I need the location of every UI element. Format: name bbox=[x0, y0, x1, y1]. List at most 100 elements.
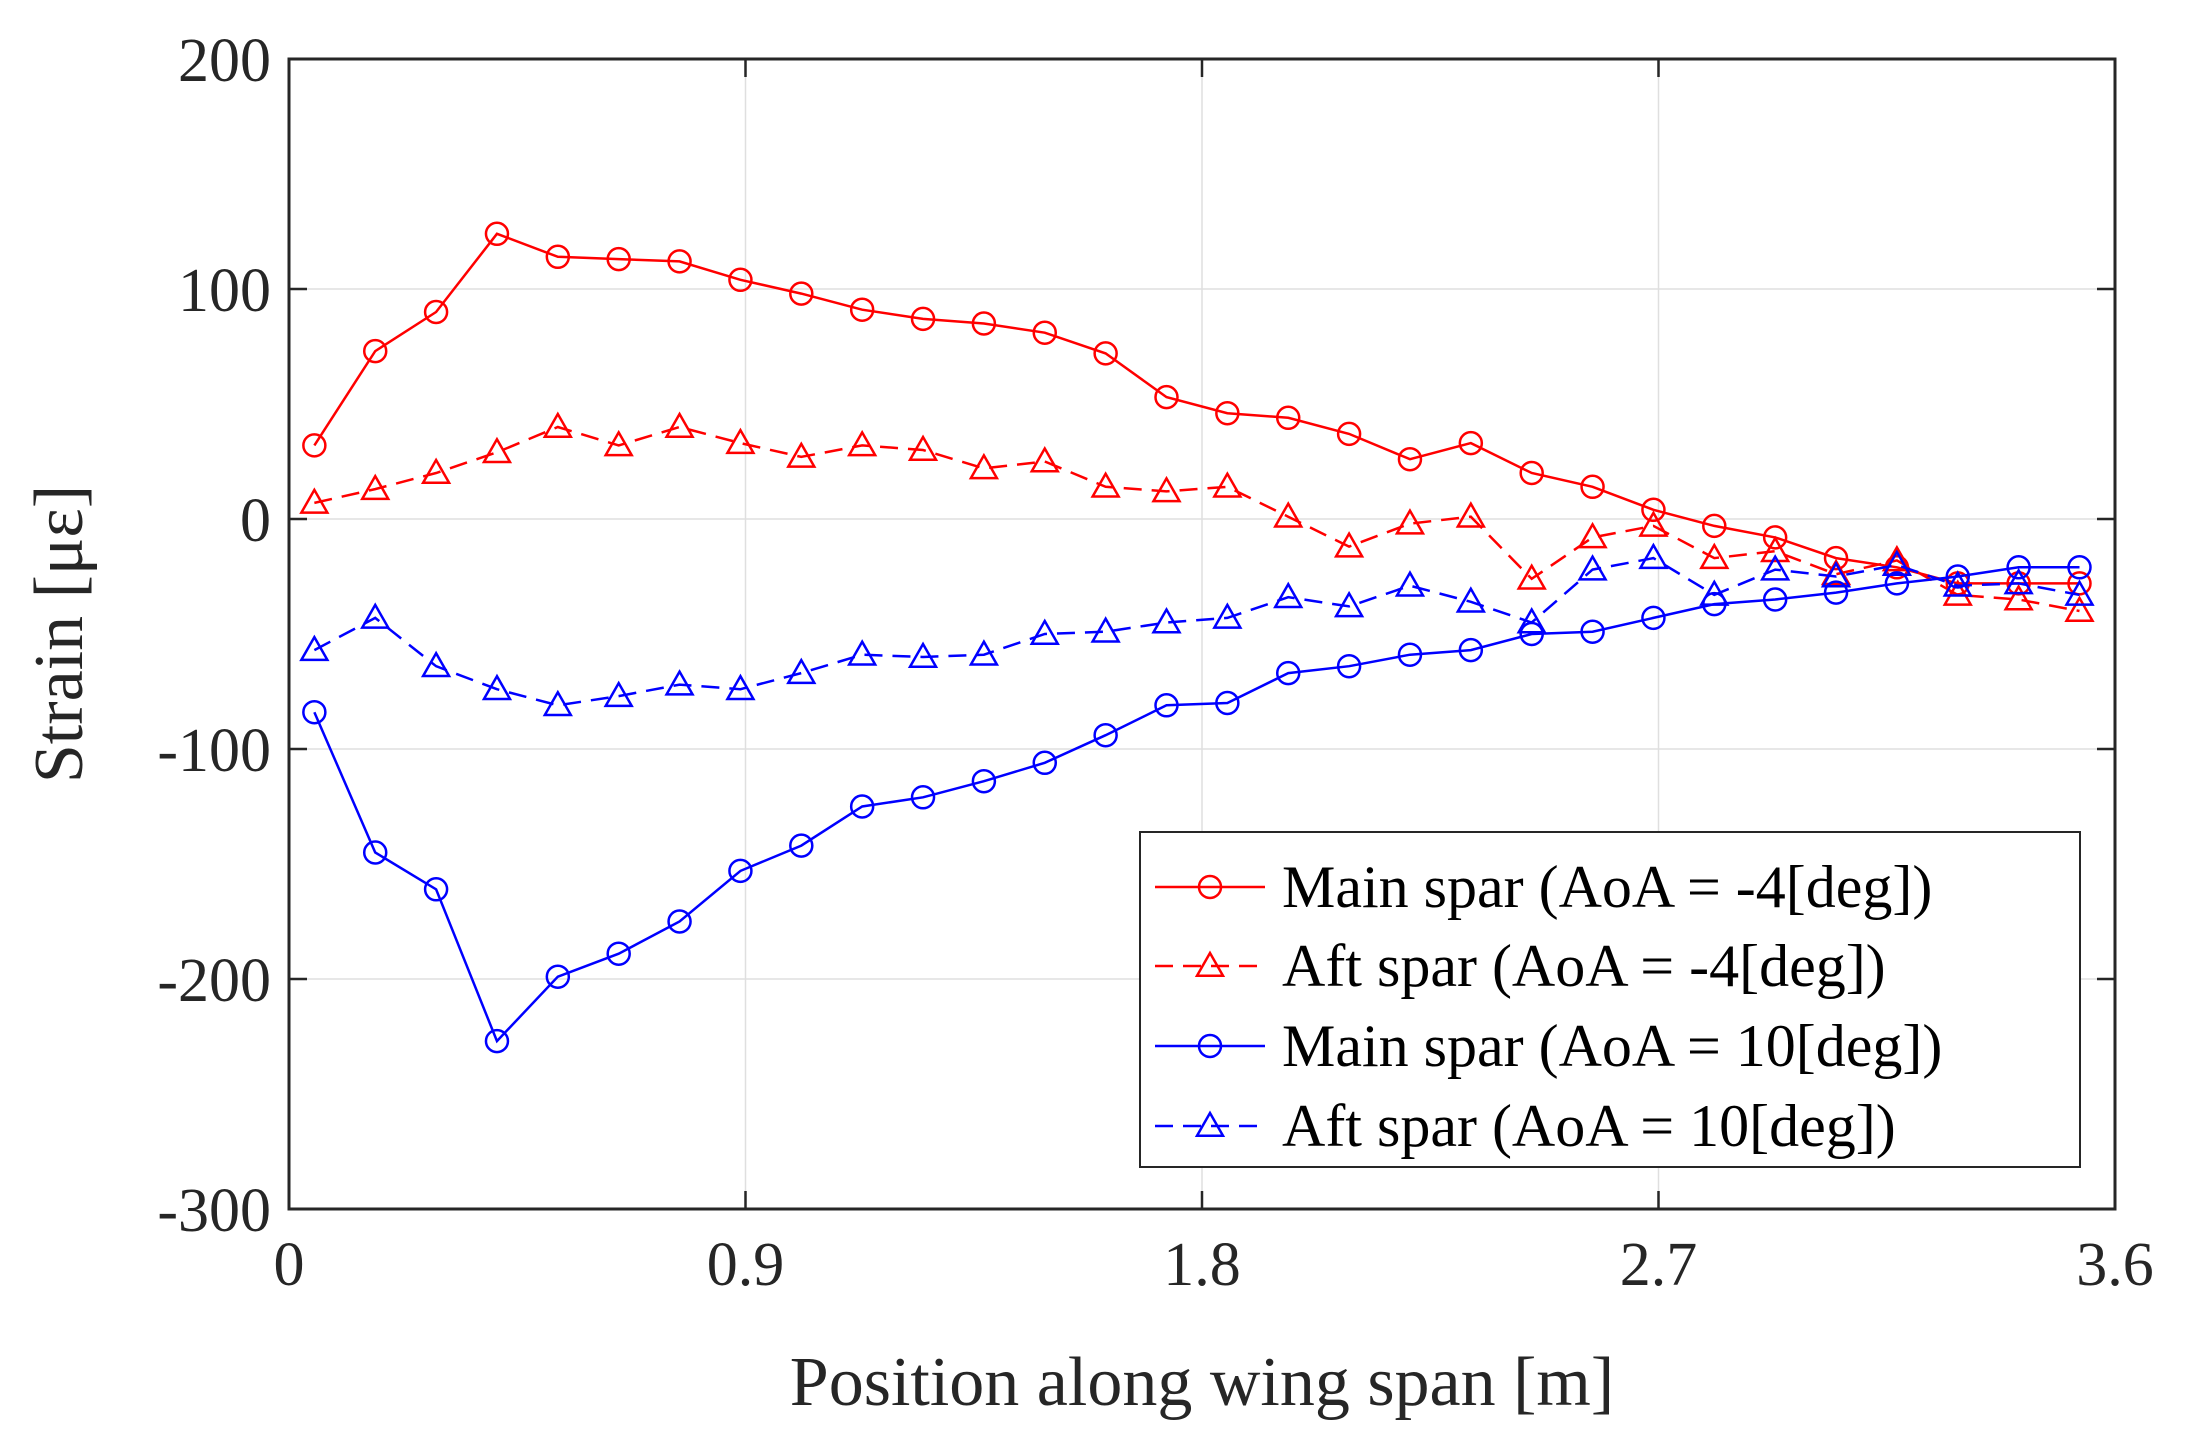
data-point bbox=[1823, 545, 1849, 571]
data-point bbox=[1516, 563, 1547, 590]
data-point bbox=[2006, 555, 2031, 580]
data-point bbox=[1638, 510, 1669, 537]
data-point bbox=[2003, 583, 2034, 611]
data-point bbox=[1881, 544, 1913, 572]
data-point bbox=[1702, 513, 1727, 539]
data-point bbox=[542, 689, 573, 717]
series-line bbox=[313, 556, 2080, 707]
data-point bbox=[968, 452, 1000, 480]
data-point bbox=[1151, 475, 1182, 503]
data-point bbox=[481, 673, 513, 701]
data-point bbox=[1580, 474, 1605, 500]
data-point bbox=[484, 221, 510, 247]
data-point bbox=[725, 427, 756, 455]
data-point bbox=[1577, 521, 1608, 549]
data-point bbox=[1942, 570, 1973, 597]
legend-marker bbox=[1197, 1033, 1223, 1059]
data-point bbox=[1275, 405, 1301, 431]
data-point bbox=[1093, 341, 1118, 366]
data-point bbox=[362, 840, 388, 865]
data-point bbox=[849, 794, 875, 819]
data-point bbox=[1458, 637, 1484, 663]
x-tick-label: 3.6 bbox=[2076, 1231, 2154, 1299]
data-point bbox=[1762, 587, 1788, 612]
y-tick-label: 200 bbox=[178, 27, 271, 95]
data-point bbox=[1154, 693, 1179, 718]
data-point bbox=[1212, 602, 1243, 629]
data-point bbox=[968, 639, 1000, 666]
data-point bbox=[1212, 471, 1243, 498]
data-point bbox=[1881, 549, 1913, 576]
data-point bbox=[1032, 750, 1058, 776]
data-point bbox=[423, 299, 449, 325]
data-point bbox=[481, 436, 513, 464]
data-point bbox=[1945, 564, 1971, 589]
legend-entry: Aft spar (AoA = 10[deg]) bbox=[1155, 1093, 1896, 1159]
data-point bbox=[789, 833, 814, 858]
y-tick-label: -300 bbox=[157, 1177, 271, 1245]
data-point bbox=[1394, 508, 1426, 535]
legend-marker bbox=[1194, 950, 1226, 977]
legend-label: Main spar (AoA = -4[deg]) bbox=[1282, 854, 1932, 920]
data-point bbox=[2067, 555, 2092, 580]
data-point bbox=[1455, 501, 1486, 528]
x-tick-labels: 0 0.9 1.8 2.7 3.6 bbox=[274, 1231, 2154, 1299]
data-point bbox=[1516, 606, 1547, 634]
data-point bbox=[907, 434, 939, 461]
y-tick-label: -200 bbox=[157, 947, 271, 1015]
x-tick-label: 0.9 bbox=[707, 1231, 785, 1299]
data-point bbox=[789, 281, 814, 306]
data-point bbox=[2064, 595, 2095, 622]
x-tick-label: 2.7 bbox=[1620, 1231, 1698, 1299]
data-point bbox=[423, 877, 449, 902]
data-point bbox=[907, 641, 939, 668]
data-point bbox=[1519, 460, 1544, 486]
data-point bbox=[299, 487, 330, 514]
data-point bbox=[849, 297, 875, 322]
data-point bbox=[1029, 618, 1060, 645]
y-tick-label: -100 bbox=[157, 717, 271, 785]
data-point bbox=[1273, 581, 1304, 609]
series-2 bbox=[299, 411, 2095, 622]
series-4 bbox=[299, 542, 2095, 717]
x-tick-label: 0 bbox=[274, 1231, 305, 1299]
data-point bbox=[1577, 554, 1608, 581]
data-point bbox=[1275, 660, 1301, 686]
data-point bbox=[1397, 446, 1423, 472]
data-point bbox=[302, 699, 327, 725]
data-point bbox=[1032, 320, 1058, 345]
data-point bbox=[1699, 542, 1730, 570]
data-point bbox=[299, 634, 330, 662]
data-point bbox=[1638, 542, 1669, 570]
data-point bbox=[1699, 579, 1730, 606]
legend-label: Main spar (AoA = 10[deg]) bbox=[1282, 1013, 1942, 1079]
data-point bbox=[2064, 579, 2095, 606]
data-point bbox=[1458, 430, 1484, 456]
data-point bbox=[1641, 605, 1666, 631]
data-point bbox=[971, 311, 997, 336]
data-point bbox=[1333, 590, 1365, 618]
data-point bbox=[542, 411, 573, 438]
data-point bbox=[910, 306, 936, 332]
data-point bbox=[725, 673, 756, 701]
data-point bbox=[2003, 567, 2034, 595]
data-point bbox=[1820, 560, 1852, 588]
data-point bbox=[1641, 497, 1666, 523]
legend-box bbox=[1139, 831, 2081, 1168]
data-point bbox=[1336, 653, 1362, 679]
data-point bbox=[847, 639, 878, 666]
x-tick-label: 1.8 bbox=[1163, 1231, 1241, 1299]
legend-marker bbox=[1194, 1110, 1226, 1137]
x-axis-label: Position along wing span [m] bbox=[790, 1344, 1614, 1421]
data-point bbox=[302, 433, 327, 458]
data-point bbox=[545, 244, 571, 270]
legend-entry: Main spar (AoA = -4[deg]) bbox=[1155, 854, 1932, 920]
y-tick-label: 100 bbox=[178, 257, 271, 325]
data-point bbox=[1215, 690, 1240, 716]
data-point bbox=[1151, 606, 1182, 634]
data-point bbox=[1029, 445, 1060, 473]
legend: Main spar (AoA = -4[deg]) Aft spar (AoA =… bbox=[1139, 831, 2081, 1168]
data-point bbox=[420, 650, 452, 678]
data-point bbox=[1273, 501, 1304, 528]
